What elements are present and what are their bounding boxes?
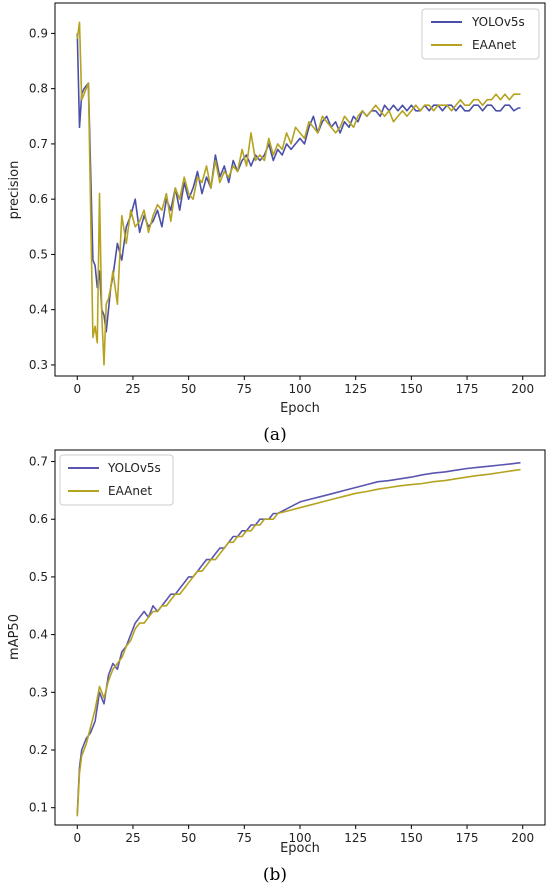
y-tick-label: 0.3	[29, 358, 48, 372]
y-tick-label: 0.8	[29, 82, 48, 96]
y-tick-label: 0.2	[29, 743, 48, 757]
series-line-eaanet	[76, 21, 521, 366]
plot-frame	[54, 449, 546, 826]
x-tick-label: 125	[344, 382, 367, 396]
y-tick-label: 0.4	[29, 303, 48, 317]
y-tick-label: 0.4	[29, 628, 48, 642]
y-tick-label: 0.5	[29, 570, 48, 584]
x-tick-label: 75	[237, 831, 252, 845]
x-tick-label: 175	[456, 382, 479, 396]
x-axis-ticks: 0 25 50 75 100 125 150 175 200	[73, 376, 534, 396]
series-line-eaanet	[76, 468, 521, 817]
y-tick-label: 0.6	[29, 512, 48, 526]
y-tick-label: 0.1	[29, 801, 48, 815]
x-tick-label: 150	[400, 831, 423, 845]
series-layer	[76, 21, 521, 366]
x-tick-label: 100	[289, 382, 312, 396]
x-tick-label: 100	[289, 831, 312, 845]
y-axis-ticks: 0.1 0.2 0.3 0.4 0.5 0.6 0.7	[29, 455, 55, 815]
x-tick-label: 150	[400, 382, 423, 396]
y-tick-label: 0.6	[29, 192, 48, 206]
y-tick-label: 0.7	[29, 455, 48, 469]
series-line-yolov5s	[76, 33, 521, 333]
series-layer	[76, 461, 521, 817]
x-tick-label: 200	[511, 831, 534, 845]
y-tick-label: 0.7	[29, 137, 48, 151]
x-tick-label: 50	[181, 831, 196, 845]
panel-label-a: (a)	[263, 425, 286, 445]
series-line-yolov5s	[76, 461, 521, 814]
y-axis-ticks: 0.3 0.4 0.5 0.6 0.7 0.8 0.9	[29, 26, 55, 372]
x-tick-label: 25	[125, 831, 140, 845]
x-tick-label: 200	[511, 382, 534, 396]
legend-label-yolov5s: YOLOv5s	[471, 15, 525, 29]
x-axis-label: Epoch	[280, 841, 320, 856]
x-tick-label: 0	[73, 831, 81, 845]
y-tick-label: 0.9	[29, 26, 48, 40]
legend-label-yolov5s: YOLOv5s	[107, 461, 161, 475]
x-tick-label: 25	[125, 382, 140, 396]
chart-panel-b: 0 25 50 75 100 125 150 175 200 0.10.20.30.40.50.…	[7, 449, 546, 885]
y-axis-label: precision	[7, 161, 22, 220]
x-tick-label: 125	[344, 831, 367, 845]
legend-label-eaanet: EAAnet	[108, 484, 152, 498]
y-axis-label: mAP50	[7, 614, 22, 660]
panel-label-b: (b)	[263, 865, 287, 885]
x-tick-label: 50	[181, 382, 196, 396]
legend: YOLOv5s EAAnet	[421, 8, 540, 60]
legend-label-eaanet: EAAnet	[472, 38, 516, 52]
x-axis-ticks: 0 25 50 75 100 125 150 175 200	[73, 825, 534, 845]
x-axis-label: Epoch	[280, 401, 320, 416]
y-tick-label: 0.5	[29, 247, 48, 261]
x-tick-label: 0	[73, 382, 81, 396]
chart-panel-a: 0 25 50 75 100 125 150 175 200 0.30.40.50.60.70.…	[7, 2, 546, 445]
legend: YOLOv5s EAAnet	[59, 454, 174, 506]
y-tick-label: 0.3	[29, 685, 48, 699]
x-tick-label: 75	[237, 382, 252, 396]
x-tick-label: 175	[456, 831, 479, 845]
